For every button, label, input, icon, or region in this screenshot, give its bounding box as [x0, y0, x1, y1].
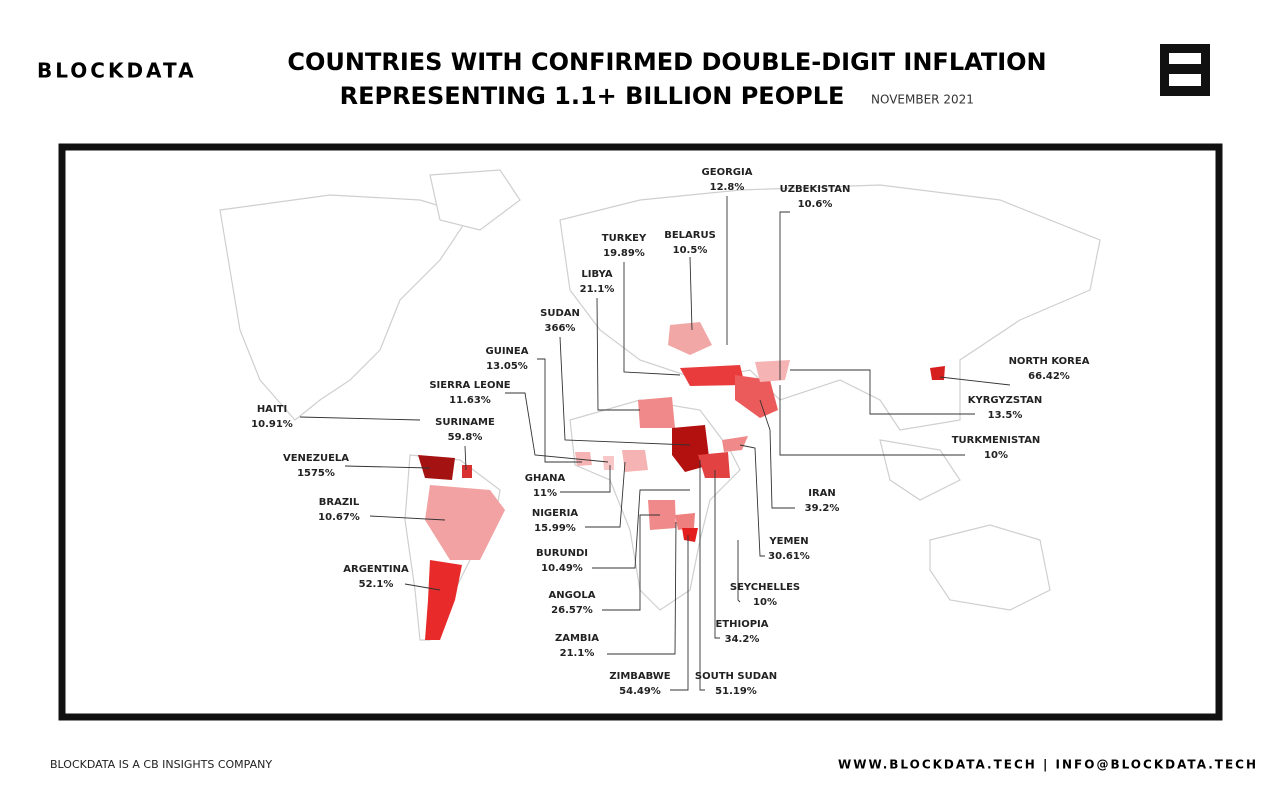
inflation-label: 30.61% — [768, 551, 810, 562]
inflation-label: 10% — [753, 597, 777, 608]
leader-line — [344, 465, 431, 469]
leader-line — [404, 583, 441, 591]
inflation-label: 19.89% — [603, 248, 645, 259]
leader-line — [596, 297, 640, 411]
inflation-label: 10.91% — [251, 419, 293, 430]
leader-line — [790, 369, 975, 415]
leader-line — [779, 211, 790, 380]
inflation-label: 13.05% — [486, 361, 528, 372]
country-name: UZBEKISTAN — [780, 184, 851, 195]
country-name: ZIMBABWE — [609, 671, 670, 682]
leader-line — [592, 489, 690, 569]
leader-line — [759, 399, 795, 509]
leader-line — [464, 445, 467, 471]
country-name: ETHIOPIA — [715, 619, 768, 630]
inflation-label: 10% — [984, 450, 1008, 461]
leader-line — [559, 336, 691, 446]
leader-line — [299, 416, 421, 421]
country-name: SEYCHELLES — [730, 582, 800, 593]
country-name: SOUTH SUDAN — [695, 671, 777, 682]
country-name: ZAMBIA — [555, 633, 599, 644]
inflation-label: 34.2% — [725, 634, 760, 645]
inflation-label: 10.6% — [798, 199, 833, 210]
leader-line — [714, 470, 720, 639]
inflation-label: 10.49% — [541, 563, 583, 574]
country-name: BELARUS — [664, 230, 716, 241]
country-name: HAITI — [257, 404, 287, 415]
country-name: NORTH KOREA — [1009, 356, 1090, 367]
country-name: TURKEY — [602, 233, 647, 244]
inflation-label: 51.19% — [715, 686, 757, 697]
inflation-label: 54.49% — [619, 686, 661, 697]
country-name: SIERRA LEONE — [429, 380, 510, 391]
title-line1: COUNTRIES WITH CONFIRMED DOUBLE-DIGIT IN… — [287, 48, 1046, 76]
inflation-label: 1575% — [297, 468, 335, 479]
title-line2: REPRESENTING 1.1+ BILLION PEOPLE — [340, 82, 845, 110]
leader-line — [623, 262, 681, 376]
date: NOVEMBER 2021 — [871, 93, 974, 107]
country-name: GEORGIA — [702, 167, 753, 178]
country-name: ANGOLA — [549, 590, 596, 601]
country-name: GHANA — [525, 473, 566, 484]
leader-line — [779, 385, 965, 456]
inflation-label: 13.5% — [988, 410, 1023, 421]
inflation-label: 26.57% — [551, 605, 593, 616]
country-name: BRAZIL — [319, 497, 360, 508]
inflation-label: 66.42% — [1028, 371, 1070, 382]
leader-line — [939, 376, 1011, 386]
leader-line — [505, 392, 609, 463]
inflation-label: 366% — [545, 323, 576, 334]
country-name: ARGENTINA — [343, 564, 409, 575]
country-name: NIGERIA — [532, 508, 579, 519]
leader-line — [607, 521, 677, 655]
leader-line — [602, 514, 660, 611]
country-name: GUINEA — [486, 346, 529, 357]
leader-line — [369, 515, 446, 521]
footer-left: BLOCKDATA IS A CB INSIGHTS COMPANY — [50, 758, 272, 771]
inflation-label: 10.5% — [673, 245, 708, 256]
inflation-label: 39.2% — [805, 503, 840, 514]
inflation-label: 59.8% — [448, 432, 483, 443]
inflation-label: 11.63% — [449, 395, 491, 406]
country-name: IRAN — [808, 488, 836, 499]
leader-line — [737, 540, 741, 603]
leader-line — [689, 256, 693, 331]
leader-line — [699, 460, 705, 691]
highlighted-countries — [418, 322, 945, 640]
country-name: TURKMENISTAN — [952, 435, 1041, 446]
country-name: YEMEN — [768, 536, 808, 547]
inflation-label: 12.8% — [710, 182, 745, 193]
country-name: VENEZUELA — [283, 453, 349, 464]
inflation-label: 21.1% — [580, 284, 615, 295]
leader-line — [560, 465, 611, 493]
inflation-label: 21.1% — [560, 648, 595, 659]
logo — [1160, 44, 1210, 96]
country-name: SUDAN — [540, 308, 580, 319]
leader-line — [670, 535, 689, 691]
leader-line — [739, 444, 765, 557]
leader-line — [585, 461, 626, 528]
inflation-label: 10.67% — [318, 512, 360, 523]
inflation-label: 11% — [533, 488, 557, 499]
leader-line — [537, 358, 582, 463]
country-name: BURUNDI — [536, 548, 588, 559]
country-name: LIBYA — [581, 269, 612, 280]
country-name: KYRGYZSTAN — [968, 395, 1043, 406]
inflation-label: 52.1% — [359, 579, 394, 590]
inflation-label: 15.99% — [534, 523, 576, 534]
footer-right: WWW.BLOCKDATA.TECH | INFO@BLOCKDATA.TECH — [838, 758, 1258, 772]
country-name: SURINAME — [435, 417, 495, 428]
brand: BLOCKDATA — [37, 59, 197, 83]
